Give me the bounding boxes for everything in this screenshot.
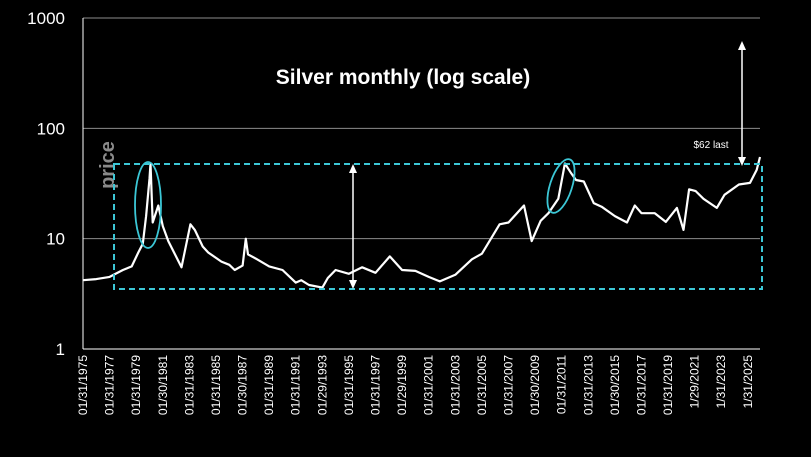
peak-ellipse-1980: [134, 161, 162, 249]
x-tick-label: 1/29/2021: [688, 355, 702, 409]
x-tick-label: 01/30/1987: [236, 355, 250, 415]
x-tick-label: 01/31/1979: [129, 355, 143, 415]
x-tick-label: 01/31/2011: [555, 355, 569, 414]
x-tick-label: 01/31/2019: [661, 355, 675, 415]
x-tick-label: 01/31/2003: [448, 355, 462, 415]
x-tick-label: 01/31/1985: [209, 355, 223, 415]
target-arrow-head-down: [738, 157, 746, 166]
chart-title: Silver monthly (log scale): [276, 66, 530, 89]
x-tick-labels: 01/31/1975 01/31/1977 01/31/1979 01/30/1981…: [76, 355, 755, 415]
x-tick-label: 01/31/1997: [369, 355, 383, 415]
y-tick-label: 100: [37, 119, 65, 138]
y-tick-label: 10: [46, 230, 65, 249]
last-price-annotation: $62 last: [693, 140, 728, 151]
x-tick-label: 01/29/1999: [395, 355, 409, 415]
y-tick-labels: 1 10 100 1000: [27, 9, 65, 359]
target-arrow-head-up: [738, 41, 746, 50]
range-arrow-head-down: [349, 280, 357, 289]
x-tick-label: 01/31/2005: [475, 355, 489, 415]
series-line: [82, 156, 762, 289]
range-box: [113, 163, 763, 290]
peak-ellipse-2011: [546, 158, 576, 214]
x-tick-label: 01/31/2001: [422, 355, 436, 415]
x-tick-label: 01/30/2015: [608, 355, 622, 415]
x-tick-label: 01/31/1975: [76, 355, 90, 415]
x-tick-label: 01/31/1995: [342, 355, 356, 415]
x-tick-label: 01/29/1993: [315, 355, 329, 415]
range-arrow-head-up: [349, 164, 357, 173]
x-tick-label: 01/31/1991: [289, 355, 303, 415]
x-tick-label: 01/31/1989: [262, 355, 276, 415]
x-tick-label: 01/31/2007: [501, 355, 515, 415]
x-tick-label: 01/31/1983: [182, 355, 196, 415]
y-tick-label: 1000: [27, 9, 65, 28]
x-tick-label: 01/31/2013: [581, 355, 595, 415]
x-tick-label: 01/30/1981: [156, 355, 170, 415]
gridlines: [83, 17, 760, 240]
x-tick-label: 1/31/2023: [714, 355, 728, 409]
y-tick-label: 1: [56, 340, 65, 359]
x-tick-label: 01/30/2009: [528, 355, 542, 415]
x-tick-label: 01/31/1977: [103, 355, 117, 415]
x-tick-label: 01/31/2017: [634, 355, 648, 415]
x-tick-label: 1/31/2025: [741, 355, 755, 409]
